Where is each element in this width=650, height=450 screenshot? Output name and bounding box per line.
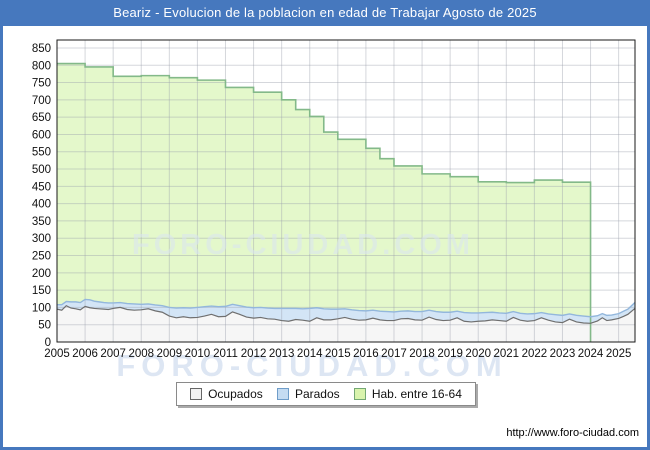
svg-text:700: 700 xyxy=(32,95,51,107)
svg-text:2022: 2022 xyxy=(522,348,548,360)
svg-text:750: 750 xyxy=(32,78,51,90)
svg-text:850: 850 xyxy=(32,43,51,55)
parados-swatch-icon xyxy=(276,388,289,400)
svg-text:2016: 2016 xyxy=(353,348,379,360)
svg-text:50: 50 xyxy=(38,320,51,332)
x-axis-labels: 2005 2006 2007 2008 2009 2010 2011 2012 2013 2014… xyxy=(44,348,631,360)
legend-label-ocupados: Ocupados xyxy=(208,387,263,401)
series-hab-16-64-area xyxy=(57,63,591,342)
svg-text:2012: 2012 xyxy=(241,348,267,360)
svg-text:100: 100 xyxy=(32,302,51,314)
legend-label-hab-16-64: Hab. entre 16-64 xyxy=(371,387,462,401)
svg-text:200: 200 xyxy=(32,268,51,280)
svg-text:2008: 2008 xyxy=(128,348,154,360)
svg-text:2014: 2014 xyxy=(297,348,323,360)
legend-item-parados: Parados xyxy=(276,387,340,401)
svg-text:450: 450 xyxy=(32,181,51,193)
svg-text:2007: 2007 xyxy=(100,348,126,360)
gridlines xyxy=(56,40,635,343)
svg-text:2017: 2017 xyxy=(381,348,407,360)
series-ocupados-line xyxy=(56,304,636,324)
svg-text:2005: 2005 xyxy=(44,348,70,360)
svg-text:2011: 2011 xyxy=(213,348,238,360)
legend: Ocupados Parados Hab. entre 16-64 xyxy=(176,382,476,406)
svg-text:800: 800 xyxy=(32,60,51,72)
svg-text:500: 500 xyxy=(32,164,51,176)
watermark-bottom: FORO-CIUDAD.COM xyxy=(116,348,507,383)
svg-text:350: 350 xyxy=(32,216,51,228)
svg-text:2019: 2019 xyxy=(437,348,463,360)
svg-text:300: 300 xyxy=(32,233,51,245)
series-hab-16-64-line xyxy=(57,62,592,342)
hab-16-64-swatch-icon xyxy=(353,388,366,400)
svg-text:2010: 2010 xyxy=(185,348,211,360)
series-parados-line xyxy=(57,298,636,318)
svg-text:400: 400 xyxy=(32,199,51,211)
svg-text:650: 650 xyxy=(32,112,51,124)
svg-text:2020: 2020 xyxy=(465,348,491,360)
svg-text:2025: 2025 xyxy=(606,348,632,360)
series-ocupados-area xyxy=(57,305,635,342)
ocupados-swatch-icon xyxy=(190,388,203,400)
svg-text:2023: 2023 xyxy=(550,348,576,360)
plot-border xyxy=(56,39,636,343)
svg-text:2013: 2013 xyxy=(269,348,295,360)
svg-text:2009: 2009 xyxy=(157,348,183,360)
legend-item-hab-16-64: Hab. entre 16-64 xyxy=(353,387,462,401)
svg-text:2021: 2021 xyxy=(494,348,520,360)
svg-text:0: 0 xyxy=(45,337,51,349)
title-bar: Beariz - Evolucion de la poblacion en ed… xyxy=(3,3,647,26)
footer-url-link[interactable]: http://www.foro-ciudad.com xyxy=(506,427,639,439)
svg-text:2006: 2006 xyxy=(72,348,98,360)
svg-text:2024: 2024 xyxy=(578,348,604,360)
svg-text:2018: 2018 xyxy=(409,348,435,360)
watermark-center: FORO-CIUDAD.COM xyxy=(132,229,474,261)
svg-text:2015: 2015 xyxy=(325,348,351,360)
svg-text:550: 550 xyxy=(32,147,51,159)
chart-title: Beariz - Evolucion de la poblacion en ed… xyxy=(113,5,537,20)
legend-item-ocupados: Ocupados xyxy=(190,387,263,401)
svg-text:150: 150 xyxy=(32,285,51,297)
legend-label-parados: Parados xyxy=(294,387,340,401)
population-chart: FORO-CIUDAD.COM FORO-CIUDAD.COM 0 50 100 150 2… xyxy=(32,39,636,383)
y-axis-labels: 0 50 100 150 200 250 300 350 400 450 500 550 600 650 7… xyxy=(32,43,51,349)
svg-text:600: 600 xyxy=(32,129,51,141)
svg-text:250: 250 xyxy=(32,251,51,263)
